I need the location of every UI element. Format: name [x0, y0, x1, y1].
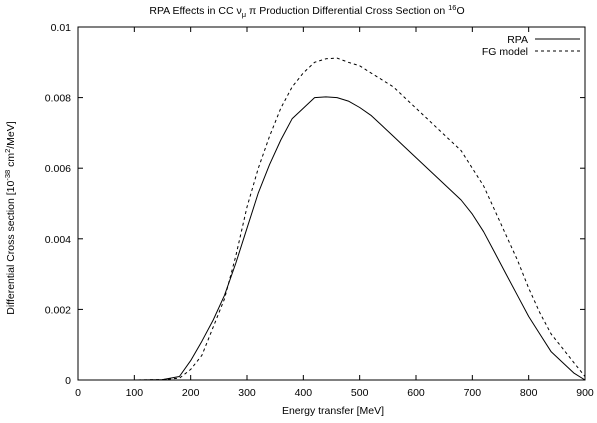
y-tick-label: 0.008	[45, 93, 71, 105]
legend-label-rpa: RPA	[507, 34, 528, 46]
x-tick-label: 300	[238, 387, 256, 399]
x-axis-label: Energy transfer [MeV]	[282, 405, 384, 417]
x-tick-label: 100	[126, 387, 144, 399]
legend: RPA FG model	[482, 34, 580, 58]
series-layer	[78, 57, 586, 381]
y-tick-label: 0	[65, 375, 71, 387]
x-tick-label: 900	[576, 387, 594, 399]
series-line-rpa	[78, 96, 586, 381]
x-tick-label: 800	[520, 387, 538, 399]
y-tick-label: 0.004	[45, 234, 71, 246]
legend-label-fg-model: FG model	[482, 46, 528, 58]
series-line-fg-model	[78, 57, 586, 381]
x-tick-label: 400	[295, 387, 313, 399]
x-tick-label: 200	[182, 387, 200, 399]
y-tick-label: 0.002	[45, 304, 71, 316]
y-tick-label: 0.006	[45, 163, 71, 175]
chart-title: RPA Effects in CC νμ π Production Differ…	[149, 3, 464, 19]
axis-ticks: 0 100 200 300 400 500 600 700 800 900 0 0.002 0.004 0…	[45, 22, 594, 399]
x-tick-label: 600	[407, 387, 425, 399]
x-tick-label: 0	[75, 387, 81, 399]
y-axis-label: Differential Cross section [10-38 cm2/Me…	[3, 121, 17, 314]
plot-frame	[77, 26, 586, 381]
x-tick-label: 500	[351, 387, 369, 399]
y-tick-label: 0.01	[51, 22, 72, 34]
x-tick-label: 700	[464, 387, 482, 399]
